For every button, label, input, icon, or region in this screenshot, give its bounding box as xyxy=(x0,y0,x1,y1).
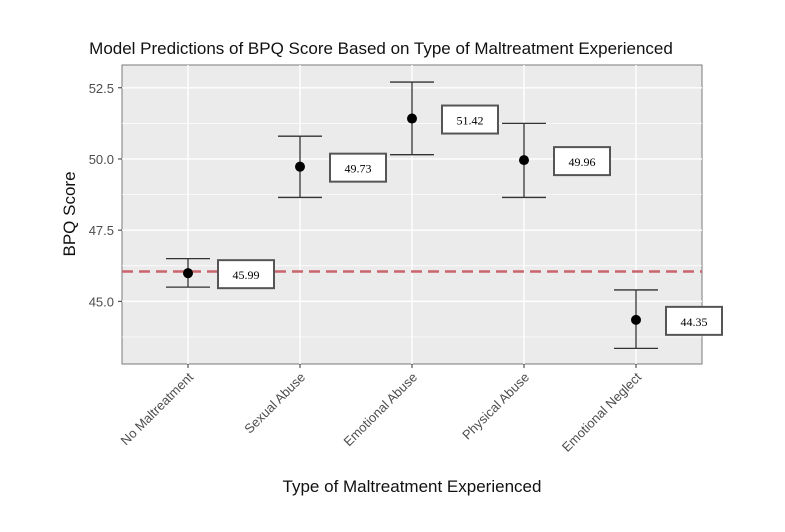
data-label-text: 44.35 xyxy=(681,315,708,329)
data-point-2 xyxy=(407,113,417,124)
data-point-0 xyxy=(183,268,193,279)
x-tick-label: Emotional Abuse xyxy=(341,370,421,450)
x-axis-title: Type of Maltreatment Experienced xyxy=(283,477,542,496)
data-label-text: 49.73 xyxy=(345,162,372,176)
data-label-2: 51.42 xyxy=(441,104,499,135)
y-tick-label: 45.0 xyxy=(89,294,114,309)
data-label-box xyxy=(217,259,275,290)
y-axis-ticks: 45.0 47.5 50.0 52.5 xyxy=(89,81,122,309)
data-label-box xyxy=(329,152,387,183)
data-point-4 xyxy=(631,314,641,325)
data-point-1 xyxy=(295,161,305,172)
data-points xyxy=(183,113,641,325)
data-label-box xyxy=(441,104,499,135)
data-label-text: 51.42 xyxy=(457,114,484,128)
data-label-1: 49.73 xyxy=(329,152,387,183)
data-label-box xyxy=(665,305,723,336)
data-labels: 45.99 49.73 51.42 49.96 44.35 xyxy=(217,104,723,336)
x-tick-label: Sexual Abuse xyxy=(241,370,308,437)
x-axis-ticks: No Maltreatment Sexual Abuse Emotional Abu… xyxy=(118,364,644,455)
data-label-box xyxy=(553,146,611,177)
x-tick-label: No Maltreatment xyxy=(118,369,197,448)
y-tick-label: 47.5 xyxy=(89,223,114,238)
y-tick-label: 52.5 xyxy=(89,81,114,96)
data-label-text: 45.99 xyxy=(233,268,260,282)
y-axis-title: BPQ Score xyxy=(60,171,79,256)
chart-title: Model Predictions of BPQ Score Based on … xyxy=(89,39,673,58)
data-label-text: 49.96 xyxy=(569,155,596,169)
y-tick-label: 50.0 xyxy=(89,152,114,167)
data-label-0: 45.99 xyxy=(217,259,275,290)
data-label-3: 49.96 xyxy=(553,146,611,177)
data-label-4: 44.35 xyxy=(665,305,723,336)
data-point-3 xyxy=(519,155,529,166)
x-tick-label: Emotional Neglect xyxy=(559,369,644,454)
x-tick-label: Physical Abuse xyxy=(459,370,532,443)
